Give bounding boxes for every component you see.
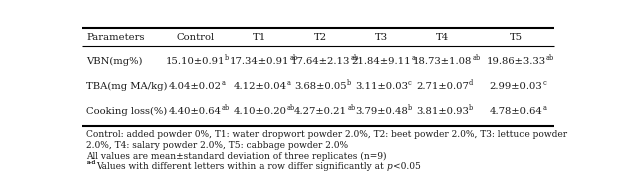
Text: b: b: [225, 54, 230, 62]
Text: d: d: [469, 79, 473, 87]
Text: 3.68±0.05: 3.68±0.05: [294, 82, 347, 91]
Text: 2.0%, T4: salary powder 2.0%, T5: cabbage powder 2.0%: 2.0%, T4: salary powder 2.0%, T5: cabbag…: [86, 141, 348, 150]
Text: 2.71±0.07: 2.71±0.07: [416, 82, 469, 91]
Text: a-d: a-d: [86, 160, 96, 165]
Text: 17.34±0.91: 17.34±0.91: [230, 57, 289, 66]
Text: T4: T4: [436, 33, 450, 42]
Text: p: p: [387, 162, 392, 171]
Text: <0.05: <0.05: [392, 162, 420, 171]
Text: a: a: [222, 79, 226, 87]
Text: 3.11±0.03: 3.11±0.03: [355, 82, 408, 91]
Text: 3.81±0.93: 3.81±0.93: [416, 107, 469, 116]
Text: T5: T5: [509, 33, 523, 42]
Text: Values with different letters within a row differ significantly at: Values with different letters within a r…: [96, 162, 387, 171]
Text: 4.40±0.64: 4.40±0.64: [169, 107, 222, 116]
Text: ab: ab: [350, 54, 358, 62]
Text: ab: ab: [546, 54, 554, 62]
Text: 4.10±0.20: 4.10±0.20: [233, 107, 286, 116]
Text: 21.84±9.11: 21.84±9.11: [351, 57, 411, 66]
Text: VBN(mg%): VBN(mg%): [86, 57, 143, 66]
Text: 4.78±0.64: 4.78±0.64: [489, 107, 543, 116]
Text: ab: ab: [289, 54, 298, 62]
Text: 4.27±0.21: 4.27±0.21: [294, 107, 347, 116]
Text: Control: added powder 0%, T1: water dropwort powder 2.0%, T2: beet powder 2.0%, : Control: added powder 0%, T1: water drop…: [86, 130, 568, 139]
Text: b: b: [469, 104, 473, 112]
Text: 4.12±0.04: 4.12±0.04: [233, 82, 286, 91]
Text: ab: ab: [222, 104, 230, 112]
Text: ab: ab: [347, 104, 355, 112]
Text: b: b: [408, 104, 412, 112]
Text: c: c: [408, 79, 412, 87]
Text: Cooking loss(%): Cooking loss(%): [86, 107, 168, 116]
Text: T1: T1: [253, 33, 266, 42]
Text: All values are mean±standard deviation of three replicates (n=9): All values are mean±standard deviation o…: [86, 152, 387, 161]
Text: 15.10±0.91: 15.10±0.91: [166, 57, 225, 66]
Text: ab: ab: [286, 104, 294, 112]
Text: a: a: [543, 104, 546, 112]
Text: ab: ab: [473, 54, 481, 62]
Text: a: a: [411, 54, 415, 62]
Text: Parameters: Parameters: [86, 33, 145, 42]
Text: a: a: [286, 79, 291, 87]
Text: T3: T3: [375, 33, 388, 42]
Text: 18.73±1.08: 18.73±1.08: [413, 57, 473, 66]
Text: 17.64±2.13: 17.64±2.13: [291, 57, 350, 66]
Text: 4.04±0.02: 4.04±0.02: [169, 82, 222, 91]
Text: 2.99±0.03: 2.99±0.03: [490, 82, 542, 91]
Text: 19.86±3.33: 19.86±3.33: [486, 57, 546, 66]
Text: c: c: [542, 79, 546, 87]
Text: 3.79±0.48: 3.79±0.48: [355, 107, 408, 116]
Text: TBA(mg MA/kg): TBA(mg MA/kg): [86, 82, 168, 91]
Text: a-d: a-d: [86, 160, 96, 165]
Text: b: b: [347, 79, 351, 87]
Text: Control: Control: [176, 33, 215, 42]
Text: T2: T2: [314, 33, 327, 42]
